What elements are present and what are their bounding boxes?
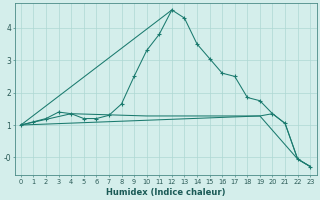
X-axis label: Humidex (Indice chaleur): Humidex (Indice chaleur) [106,188,225,197]
